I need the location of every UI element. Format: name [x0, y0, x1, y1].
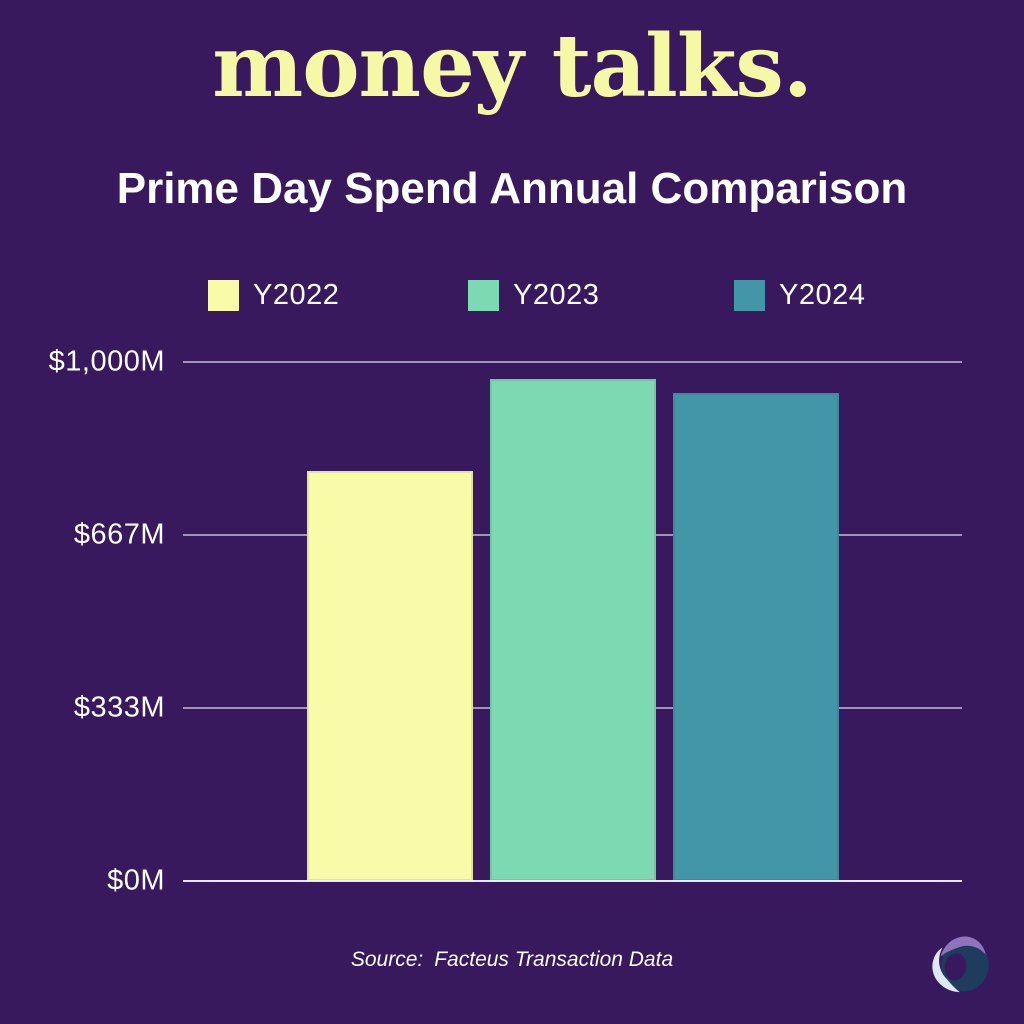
gridline-0m: [183, 880, 962, 882]
legend-item-y2024: Y2024: [734, 279, 865, 312]
y-tick-label: $667M: [73, 518, 165, 551]
y-tick-label: $1,000M: [48, 345, 165, 378]
bar-y2024: [673, 393, 839, 881]
source-label: Source:: [350, 948, 424, 971]
facteus-logo-icon: [932, 936, 989, 993]
plot-area: $0M $333M $667M $1,000M: [49, 346, 962, 897]
source-text: Facteus Transaction Data: [434, 948, 674, 971]
legend-item-y2023: Y2023: [468, 279, 599, 312]
source-line: Source: Facteus Transaction Data: [0, 948, 1024, 972]
y-tick-label: $333M: [73, 691, 165, 724]
bar-y2022: [307, 471, 473, 881]
chart-title: Prime Day Spend Annual Comparison: [116, 164, 908, 213]
legend-item-y2022: Y2022: [208, 279, 339, 312]
legend-label: Y2024: [779, 279, 866, 311]
legend-label: Y2023: [513, 279, 600, 311]
legend-swatch: [208, 280, 239, 311]
y-tick-label: $0M: [107, 864, 165, 897]
gridline-1000m: [183, 361, 962, 363]
legend-swatch: [468, 280, 499, 311]
brand-title: money talks.: [212, 16, 813, 117]
legend-label: Y2022: [253, 279, 340, 311]
legend-swatch: [734, 280, 765, 311]
bar-y2023: [490, 379, 656, 881]
